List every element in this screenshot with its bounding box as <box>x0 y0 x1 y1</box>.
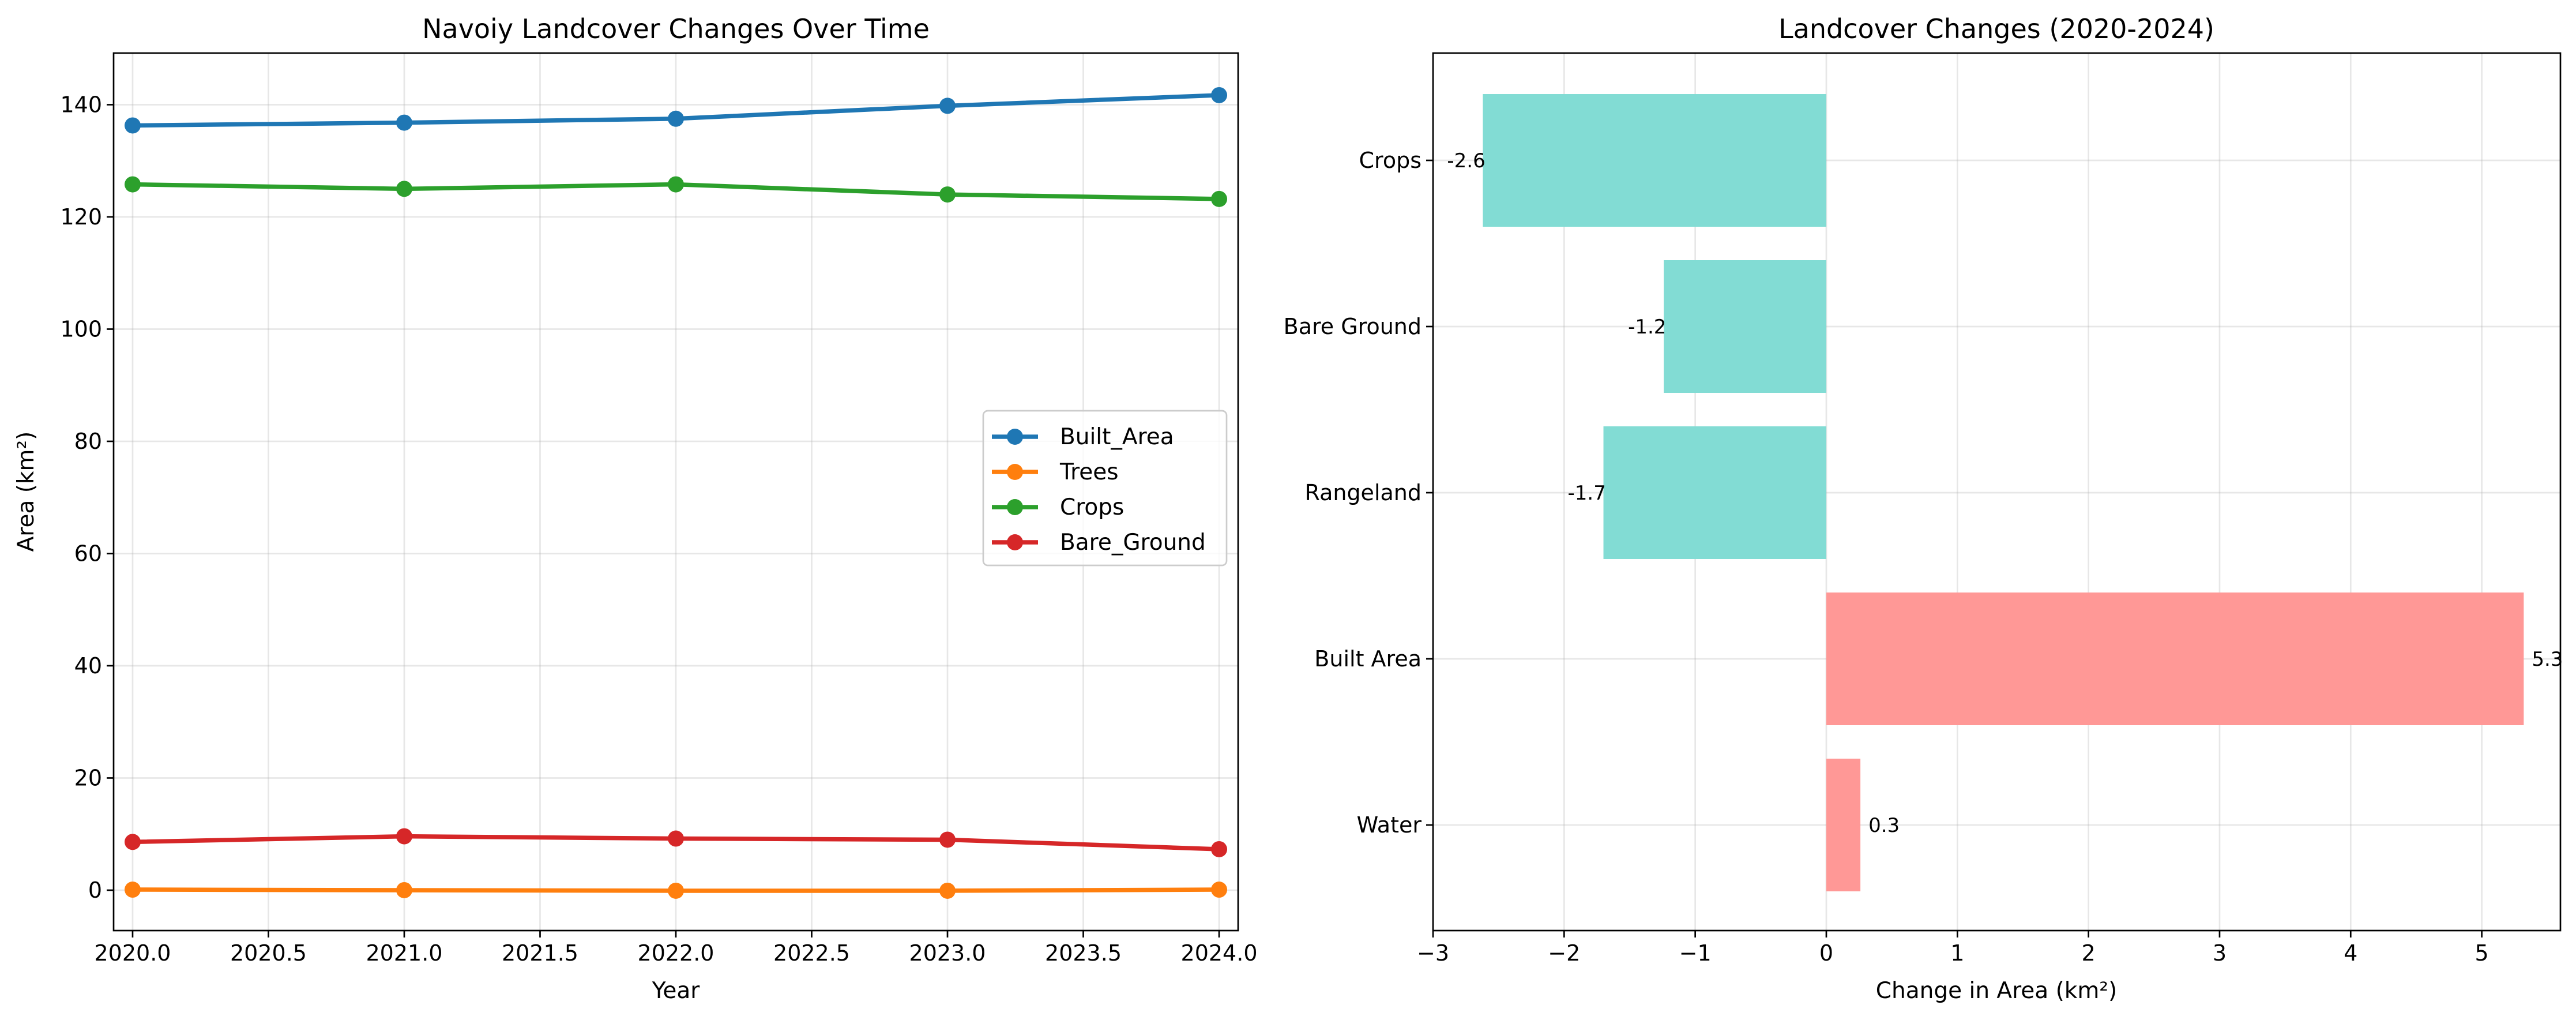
left-x-tick-label: 2024.0 <box>1181 940 1258 966</box>
left-x-tick-label: 2023.5 <box>1045 940 1122 966</box>
data-point-crops <box>124 176 141 193</box>
right-plot-frame <box>1432 52 2562 932</box>
left-x-tick-label: 2020.5 <box>230 940 307 966</box>
right-x-tick-label: 1 <box>1950 940 1964 966</box>
bar-value-label: -2.6 <box>1447 149 1485 172</box>
right-category-ticks: Water Built Area Rangeland Bare Ground Crops <box>1284 148 1433 838</box>
right-x-ticks: −3 −2 −1 0 1 2 3 4 5 <box>1417 931 2489 966</box>
bar-value-label: 0.3 <box>1868 814 1900 837</box>
left-y-tick-label: 140 <box>60 92 102 117</box>
right-x-axis-label: Change in Area (km²) <box>1876 978 2117 1004</box>
left-y-tick-label: 0 <box>88 877 102 903</box>
right-x-tick-label: 5 <box>2475 940 2489 966</box>
left-x-ticks: 2020.0 2020.5 2021.0 2021.5 2022.0 2022.5 2023… <box>94 931 1258 966</box>
category-label: Built Area <box>1314 646 1421 672</box>
legend-marker-built_area <box>1007 429 1023 445</box>
left-chart-title: Navoiy Landcover Changes Over Time <box>422 13 930 44</box>
data-point-built_area <box>396 114 412 131</box>
left-y-tick-label: 100 <box>60 316 102 342</box>
data-point-built_area <box>124 117 141 134</box>
data-point-built_area <box>1211 87 1228 103</box>
data-point-bare_ground <box>668 830 684 847</box>
data-point-trees <box>1211 882 1228 898</box>
left-x-tick-label: 2022.5 <box>773 940 850 966</box>
category-label: Crops <box>1359 148 1422 173</box>
data-point-built_area <box>939 97 956 114</box>
left-x-tick-label: 2021.5 <box>502 940 578 966</box>
right-x-tick-label: 0 <box>1819 940 1833 966</box>
legend-label: Crops <box>1060 494 1124 520</box>
legend-label: Trees <box>1059 459 1119 485</box>
category-label: Water <box>1357 812 1422 838</box>
legend-label: Built_Area <box>1060 424 1174 450</box>
right-bars <box>1483 94 2524 891</box>
left-y-tick-label: 80 <box>74 429 102 454</box>
legend-marker-crops <box>1007 499 1023 515</box>
right-value-labels: 0.3 5.3 -1.7 -1.2 -2.6 <box>1447 149 2563 837</box>
data-point-trees <box>668 882 684 899</box>
legend-marker-trees <box>1007 464 1023 480</box>
data-point-crops <box>1211 190 1228 207</box>
bar-chart: −3 −2 −1 0 1 2 3 4 5 Water Built Area Rangeland Bar… <box>1284 13 2563 1004</box>
bar-value-label: 5.3 <box>2532 648 2563 671</box>
line-chart: 2020.0 2020.5 2021.0 2021.5 2022.0 2022.5 2023… <box>13 13 1258 1004</box>
left-plot-frame <box>112 52 1239 932</box>
bar-rangeland <box>1603 426 1826 559</box>
data-point-bare_ground <box>124 834 141 850</box>
left-x-tick-label: 2022.0 <box>638 940 714 966</box>
left-y-axis-label: Area (km²) <box>13 432 39 552</box>
bar-value-label: -1.7 <box>1568 482 1606 505</box>
bar-crops <box>1483 94 1826 227</box>
data-point-crops <box>396 181 412 197</box>
legend-marker-bare_ground <box>1007 534 1023 550</box>
right-x-tick-label: 4 <box>2344 940 2357 966</box>
category-label: Rangeland <box>1305 480 1422 505</box>
bar-water <box>1826 759 1861 891</box>
right-x-tick-label: −2 <box>1548 940 1580 966</box>
data-point-bare_ground <box>939 831 956 848</box>
legend-frame <box>982 410 1228 567</box>
left-series-lines <box>124 87 1228 899</box>
right-x-tick-label: 3 <box>2213 940 2227 966</box>
bar-value-label: -1.2 <box>1628 316 1666 339</box>
bar-built-area <box>1826 592 2524 725</box>
right-chart-title: Landcover Changes (2020-2024) <box>1778 13 2214 44</box>
data-point-trees <box>396 882 412 898</box>
right-x-tick-label: 2 <box>2082 940 2096 966</box>
legend: Built_Area Trees Crops Bare_Ground <box>982 410 1228 567</box>
left-x-tick-label: 2020.0 <box>94 940 171 966</box>
category-label: Bare Ground <box>1284 314 1421 339</box>
data-point-bare_ground <box>1211 841 1228 857</box>
left-x-axis-label: Year <box>652 978 701 1004</box>
data-point-crops <box>939 186 956 203</box>
data-point-trees <box>124 882 141 898</box>
right-x-tick-label: −3 <box>1417 940 1449 966</box>
left-y-tick-label: 40 <box>74 653 102 678</box>
data-point-crops <box>668 176 684 193</box>
right-x-tick-label: −1 <box>1679 940 1712 966</box>
legend-label: Bare_Ground <box>1060 530 1206 556</box>
left-x-tick-label: 2023.0 <box>909 940 986 966</box>
left-y-tick-label: 120 <box>60 204 102 230</box>
left-y-tick-label: 60 <box>74 541 102 566</box>
left-y-ticks: 0 20 40 60 80 100 120 140 <box>60 92 114 903</box>
left-y-tick-label: 20 <box>74 765 102 790</box>
bar-bare-ground <box>1664 260 1826 393</box>
data-point-trees <box>939 882 956 899</box>
data-point-bare_ground <box>396 828 412 845</box>
data-point-built_area <box>668 110 684 127</box>
left-x-tick-label: 2021.0 <box>366 940 443 966</box>
